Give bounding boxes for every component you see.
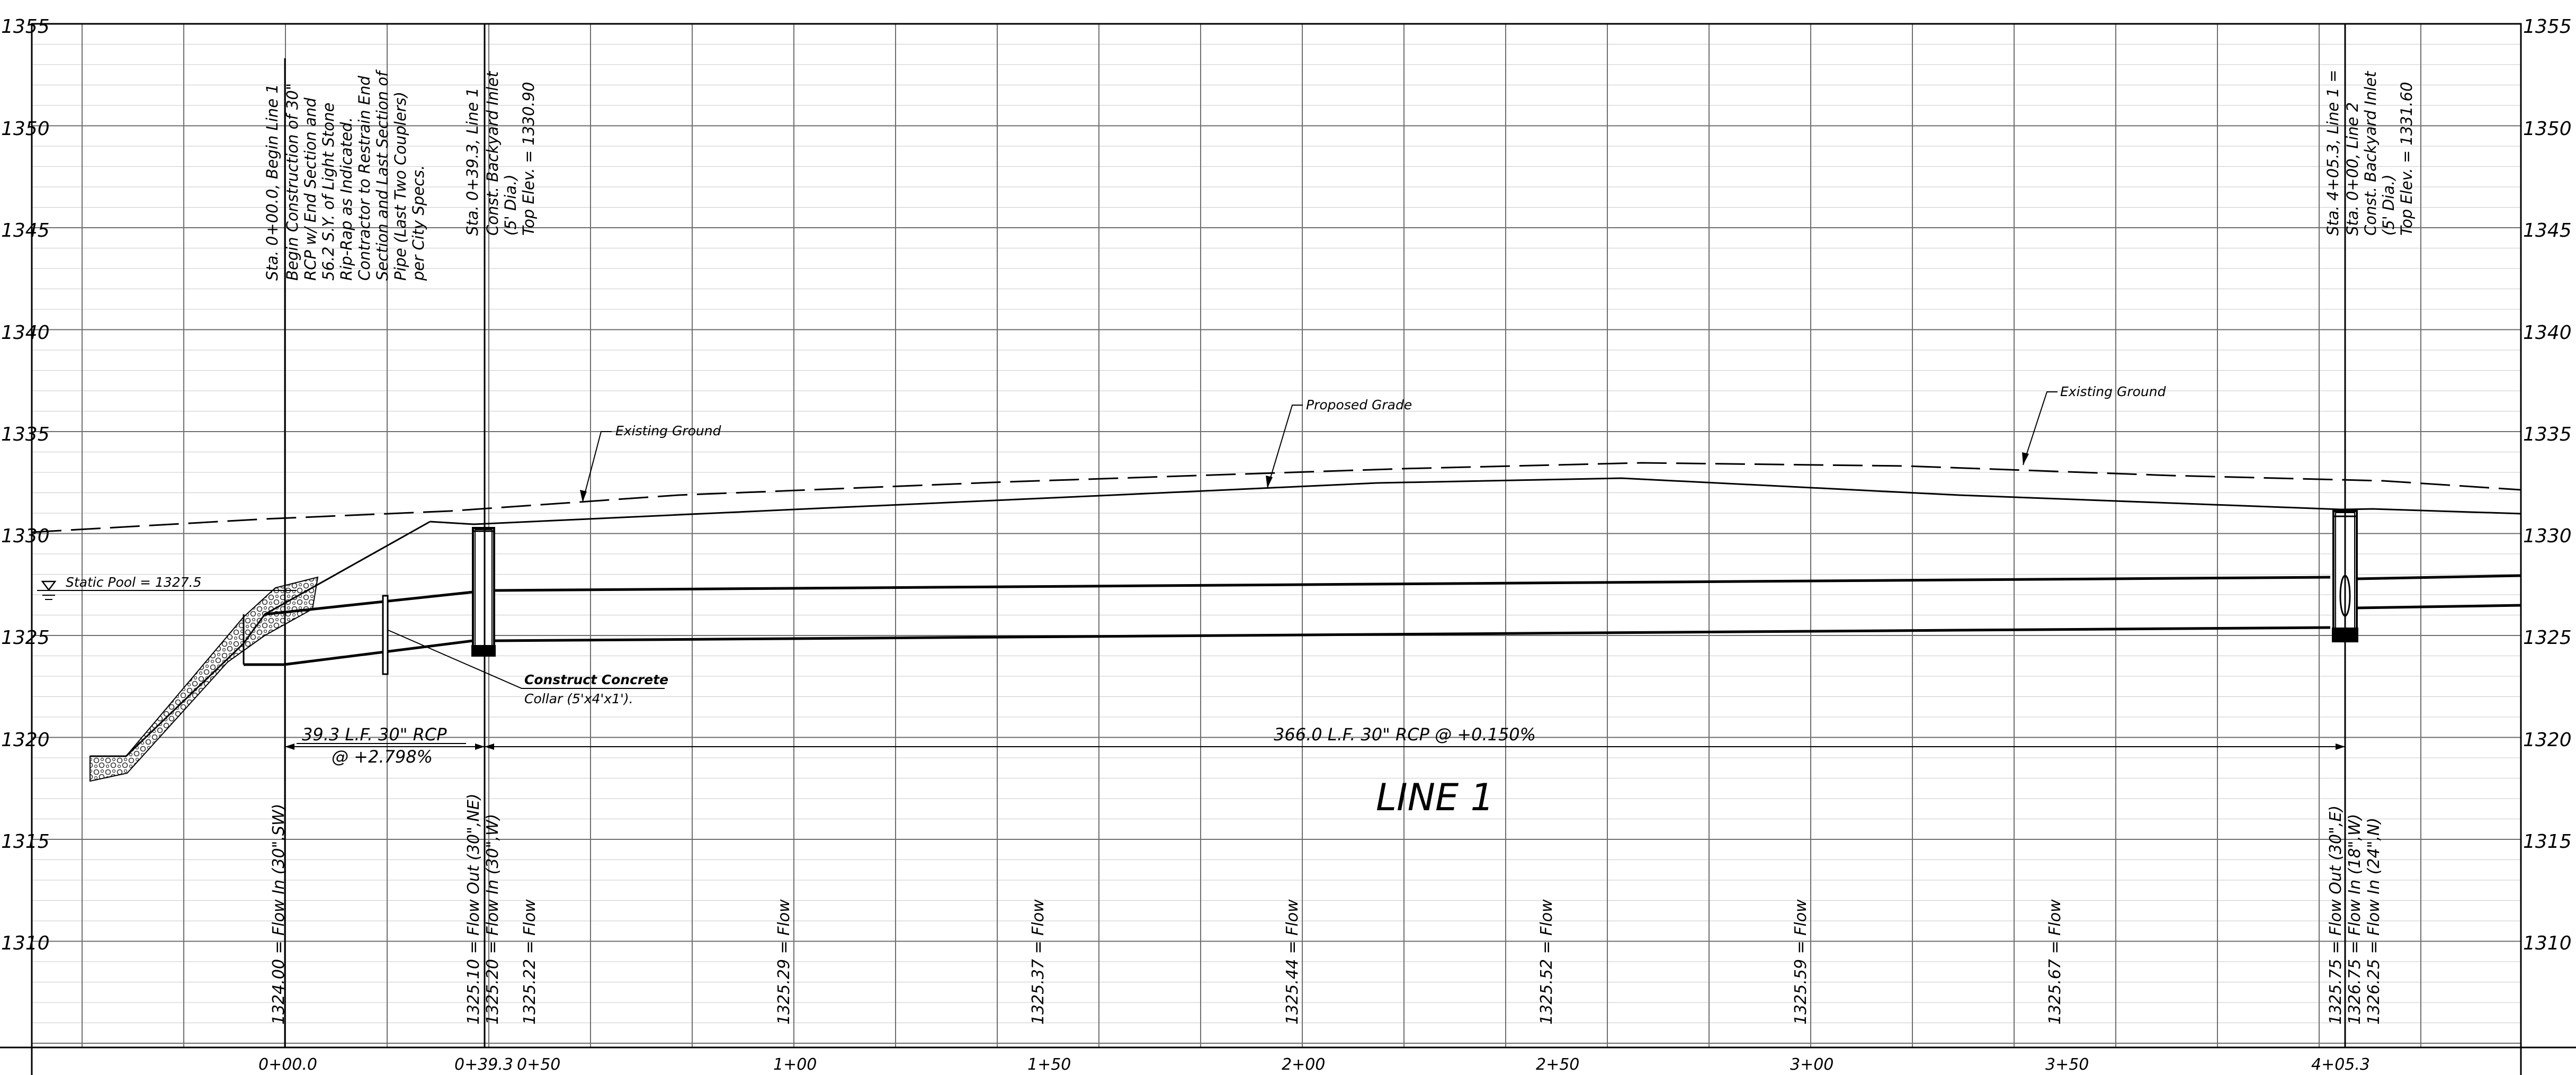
note-line: Contractor to Restrain End [355, 76, 373, 281]
dimension-line [285, 743, 2345, 750]
station-label: 1+00 [773, 1055, 817, 1074]
station-label: 1+50 [1027, 1055, 1071, 1074]
profile-title: LINE 1 [1376, 776, 1494, 819]
riprap-hatch [90, 576, 319, 782]
static-pool-marker: Static Pool = 1327.5 [37, 575, 297, 600]
note-line: Sta. 4+05.3, Line 1 = [2324, 70, 2342, 236]
note-line: Rip-Rap as Indicated. [337, 117, 355, 281]
note-line: Top Elev. = 1331.60 [2398, 82, 2416, 236]
elevation-label: 1325 [1, 627, 50, 649]
static-pool-label: Static Pool = 1327.5 [66, 575, 201, 590]
existing-ground-label: Existing Ground [2060, 384, 2166, 399]
elevation-label: 1310 [1, 933, 50, 954]
elevation-label: 1330 [1, 525, 50, 547]
dimension-seg2-label: 366.0 L.F. 30" RCP @ +0.150% [1274, 724, 1536, 745]
note-line: (5' Dia.) [2380, 174, 2398, 236]
existing-ground-callout-right: Existing Ground [2022, 384, 2166, 465]
flow-label: 1325.20 = Flow In (30",W) [484, 814, 502, 1025]
elevation-label: 1350 [1, 118, 50, 140]
drawing-frame [31, 23, 2522, 1075]
station-label: 0+00.0 [258, 1055, 317, 1074]
elevation-label-right: 1355 [2523, 16, 2572, 38]
existing-ground-label: Existing Ground [615, 423, 721, 438]
station-labels: 0+00.0 0+39.3 0+50 1+00 1+50 2+00 2+50 3… [258, 1055, 2370, 1074]
note-line: Const. Backyard Inlet [484, 70, 502, 236]
station-label: 2+00 [1282, 1055, 1325, 1074]
note-line: RCP w/ End Section and [301, 97, 319, 281]
begin-line-note: Sta. 0+00.0, Begin Line 1 Begin Construc… [263, 69, 427, 281]
note-line: 56.2 S.Y. of Light Stone [319, 103, 337, 281]
concrete-collar [382, 595, 389, 675]
flow-label: 1326.25 = Flow In (24",N) [2365, 818, 2383, 1025]
elevation-label-right: 1330 [2523, 525, 2572, 547]
flow-label: 1325.22 = Flow [521, 899, 539, 1025]
flow-label: 1325.44 = Flow [1283, 899, 1302, 1025]
collar-callout: Construct Concrete Collar (5'x4'x1'). [388, 630, 668, 706]
note-line: Const. Backyard Inlet [2362, 70, 2380, 236]
note-line: Begin Construction of 30" [283, 83, 301, 281]
elevation-label: 1340 [1, 322, 50, 344]
pipe-segment-2 [494, 576, 2331, 642]
flow-labels: 1324.00 = Flow In (30",SW) 1325.10 = Flo… [270, 793, 2383, 1025]
elevation-label: 1335 [1, 424, 50, 445]
collar-label-line2: Collar (5'x4'x1'). [524, 691, 633, 706]
note-line: (5' Dia.) [502, 174, 520, 236]
existing-ground-line [31, 462, 2521, 533]
station-label: 4+05.3 [2311, 1055, 2370, 1074]
elevation-label-right: 1310 [2523, 933, 2572, 954]
elevation-label: 1320 [1, 729, 50, 751]
dimension-seg1-label: 39.3 L.F. 30" RCP [302, 724, 447, 745]
profile-grid [32, 23, 2521, 1047]
elevation-label: 1355 [1, 16, 50, 38]
station-label: 3+00 [1790, 1055, 1833, 1074]
pipe-segment-1 [243, 590, 473, 666]
inlet-2-note: Sta. 4+05.3, Line 1 = Sta. 0+00, Line 2 … [2324, 70, 2416, 236]
collar-label-line1: Construct Concrete [524, 672, 668, 687]
note-line: Top Elev. = 1330.90 [520, 82, 538, 236]
elevation-label-right: 1335 [2523, 424, 2572, 445]
note-line: Section and Last Section of [373, 69, 391, 281]
elevation-label-right: 1350 [2523, 118, 2572, 140]
inlet-1-note: Sta. 0+39.3, Line 1 Const. Backyard Inle… [463, 70, 538, 236]
note-line: Sta. 0+39.3, Line 1 [463, 87, 481, 236]
existing-ground-callout-left: Existing Ground [580, 423, 721, 503]
flow-label: 1326.75 = Flow In (18",W) [2346, 814, 2364, 1025]
flow-label: 1325.59 = Flow [1792, 899, 1810, 1025]
elevation-label-right: 1340 [2523, 322, 2572, 344]
station-label: 2+50 [1536, 1055, 1579, 1074]
line2-pipe-bottom [2356, 604, 2521, 610]
line2-pipe-top [2356, 574, 2521, 580]
elevation-label: 1345 [1, 220, 50, 241]
flow-label: 1325.52 = Flow [1537, 899, 1556, 1025]
flow-label: 1324.00 = Flow In (30",SW) [270, 804, 288, 1025]
note-line: per City Specs. [409, 165, 427, 281]
note-line: Sta. 0+00, Line 2 [2344, 102, 2362, 236]
note-line: Sta. 0+00.0, Begin Line 1 [263, 84, 281, 281]
flow-label: 1325.67 = Flow [2046, 899, 2064, 1025]
flow-label: 1325.37 = Flow [1029, 899, 1048, 1025]
elevation-label-right: 1315 [2523, 831, 2572, 853]
elevation-labels: 1355 1350 1345 1340 1335 1330 1325 1320 … [1, 16, 2572, 954]
flow-label: 1325.75 = Flow Out (30",E) [2327, 805, 2345, 1025]
proposed-grade-line [430, 477, 2521, 525]
backyard-inlet-1 [471, 527, 496, 657]
elevation-label-right: 1345 [2523, 220, 2572, 241]
flow-label: 1325.29 = Flow [775, 899, 793, 1025]
dimension-seg1-slope: @ +2.798% [332, 747, 433, 767]
station-label: 0+39.3 [454, 1055, 513, 1074]
note-line: Pipe (Last Two Couplers) [391, 92, 409, 281]
flow-label: 1325.10 = Flow Out (30",NE) [464, 793, 483, 1025]
elevation-label: 1315 [1, 831, 50, 853]
station-label: 3+50 [2045, 1055, 2089, 1074]
elevation-label-right: 1320 [2523, 729, 2572, 751]
elevation-label-right: 1325 [2523, 627, 2572, 649]
proposed-grade-callout: Proposed Grade [1266, 397, 1412, 489]
station-label: 0+50 [517, 1055, 560, 1074]
proposed-grade-label: Proposed Grade [1306, 397, 1412, 413]
